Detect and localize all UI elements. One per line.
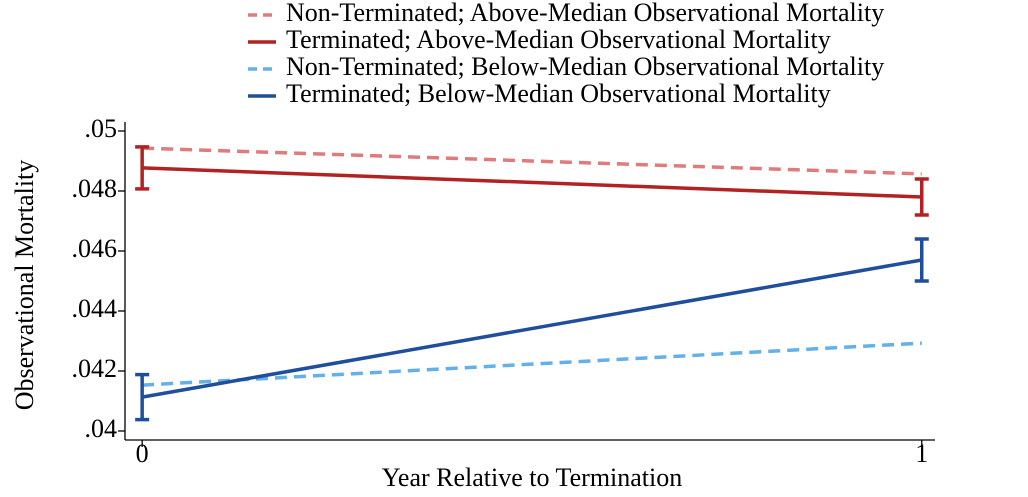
y-axis-label: Observational Mortality bbox=[10, 160, 39, 411]
y-tick-label: .05 bbox=[85, 114, 118, 143]
y-tick-label: .04 bbox=[85, 414, 118, 443]
legend-label: Non-Terminated; Below-Median Observation… bbox=[286, 52, 884, 81]
error-bar bbox=[914, 177, 929, 217]
legend-label: Terminated; Above-Median Observational M… bbox=[286, 25, 831, 54]
x-tick-label: 0 bbox=[136, 439, 149, 468]
error-bar bbox=[914, 237, 929, 283]
series-line bbox=[141, 258, 923, 399]
x-axis-label: Year Relative to Termination bbox=[382, 463, 683, 492]
error-bar bbox=[135, 145, 150, 191]
series-line bbox=[142, 146, 922, 176]
series-line bbox=[142, 166, 922, 199]
y-tick-label: .044 bbox=[72, 294, 118, 323]
error-bar bbox=[135, 372, 150, 422]
legend-label: Terminated; Below-Median Observational M… bbox=[286, 79, 831, 108]
y-tick-label: .048 bbox=[72, 174, 118, 203]
series-line bbox=[142, 341, 922, 387]
x-tick-label: 1 bbox=[915, 439, 928, 468]
legend-label: Non-Terminated; Above-Median Observation… bbox=[286, 0, 884, 27]
y-tick-label: .042 bbox=[72, 354, 118, 383]
y-tick-label: .046 bbox=[72, 234, 118, 263]
